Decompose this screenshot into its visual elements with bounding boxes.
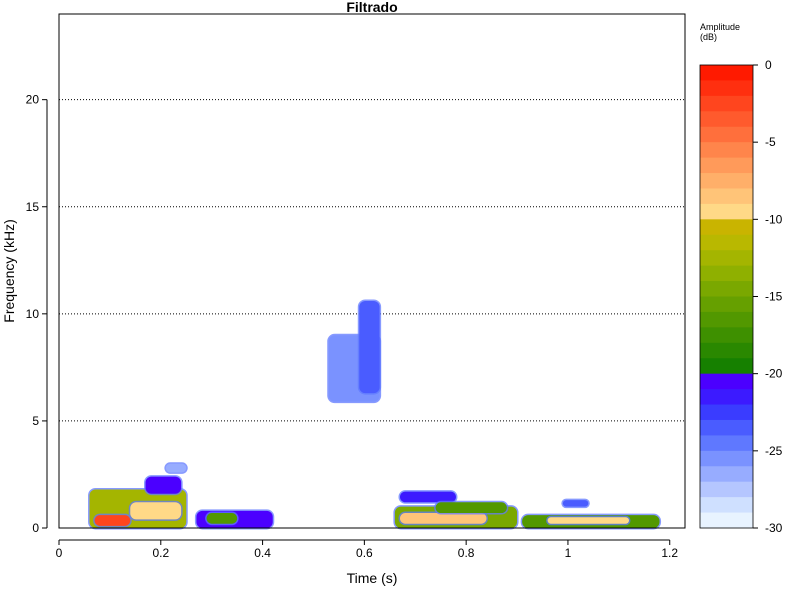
colorbar-tick-label-4: -20 — [765, 367, 783, 381]
blob-11 — [399, 491, 456, 503]
colorbar-segment-4 — [700, 126, 753, 143]
colorbar-segment-24 — [700, 435, 753, 452]
y-tick-label-4: 20 — [26, 93, 40, 107]
colorbar-segment-8 — [700, 188, 753, 205]
x-tick-label-5: 1 — [565, 546, 572, 560]
blob-6 — [206, 513, 238, 524]
colorbar-segment-17 — [700, 327, 753, 344]
colorbar-segment-7 — [700, 173, 753, 189]
y-tick-label-1: 5 — [32, 414, 39, 428]
x-tick-label-1: 0.2 — [152, 546, 169, 560]
y-tick-label-0: 0 — [32, 521, 39, 535]
y-axis-title: Frequency (kHz) — [1, 219, 17, 322]
plot-frame — [58, 13, 686, 529]
colorbar-segment-29 — [700, 512, 753, 529]
colorbar-segment-9 — [700, 203, 753, 220]
blob-12 — [435, 502, 507, 514]
colorbar-tick-label-3: -15 — [765, 290, 783, 304]
blob-3 — [145, 476, 182, 494]
blob-14 — [547, 517, 630, 524]
colorbar-title-line1: Amplitude — [700, 22, 740, 32]
colorbar-segment-15 — [700, 296, 753, 313]
blob-10 — [399, 513, 487, 524]
x-tick-label-0: 0 — [56, 546, 63, 560]
colorbar-segment-6 — [700, 157, 753, 174]
x-axis: 0 0.2 0.4 0.6 0.8 1 1.2 — [56, 539, 678, 560]
colorbar-tick-label-1: -5 — [765, 135, 776, 149]
colorbar-segment-16 — [700, 311, 753, 328]
colorbar-segment-3 — [700, 111, 753, 128]
colorbar: 0 -5 -10 -15 -20 -25 -30 — [699, 58, 783, 535]
blob-4 — [165, 463, 187, 473]
colorbar-segment-26 — [700, 466, 753, 483]
y-tick-label-3: 15 — [26, 200, 40, 214]
blob-8 — [359, 300, 380, 394]
colorbar-segment-11 — [700, 234, 753, 251]
colorbar-segment-2 — [700, 95, 753, 112]
colorbar-tick-label-0: 0 — [765, 58, 772, 72]
x-tick-label-3: 0.6 — [356, 546, 373, 560]
colorbar-tick-label-5: -25 — [765, 444, 783, 458]
colorbar-tick-label-2: -10 — [765, 212, 783, 226]
colorbar-segment-28 — [700, 497, 753, 514]
colorbar-segment-13 — [700, 265, 753, 282]
y-tick-label-2: 10 — [26, 307, 40, 321]
spectrogram-blobs — [88, 299, 662, 530]
colorbar-segment-23 — [700, 419, 753, 436]
x-axis-title: Time (s) — [347, 570, 398, 586]
colorbar-segment-18 — [700, 342, 753, 359]
colorbar-segment-19 — [700, 358, 753, 375]
colorbar-segment-27 — [700, 481, 753, 498]
colorbar-segment-12 — [700, 250, 753, 267]
colorbar-segment-25 — [700, 450, 753, 467]
colorbar-segment-20 — [700, 373, 753, 390]
y-axis: 0 5 10 15 20 — [26, 93, 48, 535]
x-tick-label-4: 0.8 — [458, 546, 475, 560]
colorbar-segment-1 — [700, 80, 753, 97]
colorbar-segment-0 — [700, 65, 753, 81]
colorbar-tick-label-6: -30 — [765, 521, 783, 535]
colorbar-segment-22 — [700, 404, 753, 421]
blob-15 — [562, 500, 589, 507]
colorbar-segment-10 — [700, 219, 753, 236]
x-tick-label-2: 0.4 — [254, 546, 271, 560]
blob-2 — [130, 502, 182, 520]
blob-1 — [94, 515, 131, 526]
colorbar-segment-5 — [700, 142, 753, 159]
colorbar-segment-14 — [700, 281, 753, 297]
x-tick-label-6: 1.2 — [661, 546, 678, 560]
colorbar-title-line2: (dB) — [700, 32, 717, 42]
colorbar-title: Amplitude (dB) — [700, 22, 740, 42]
chart-title: Filtrado — [346, 0, 397, 15]
colorbar-segment-21 — [700, 389, 753, 406]
